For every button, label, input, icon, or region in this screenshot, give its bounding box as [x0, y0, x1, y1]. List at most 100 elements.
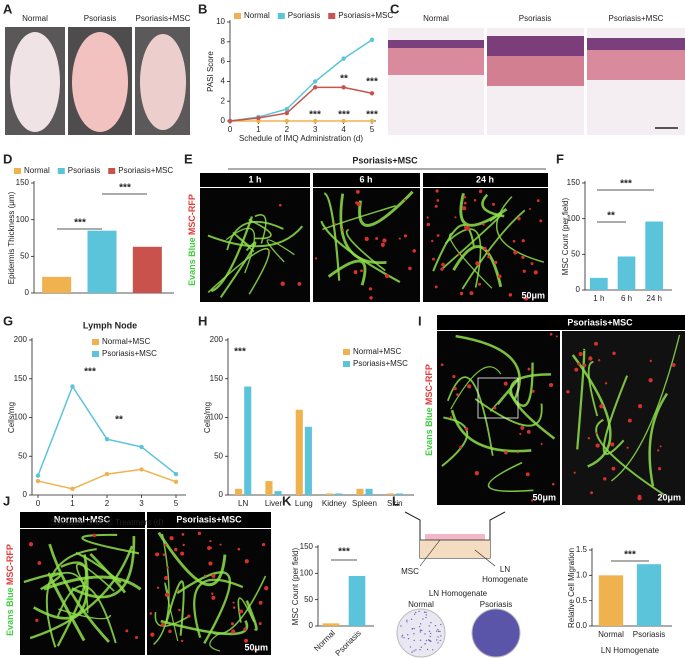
cell [463, 201, 467, 205]
series-line [37, 384, 177, 476]
cell [243, 627, 247, 631]
point [284, 110, 289, 116]
vessel [450, 366, 502, 410]
cell [483, 246, 487, 251]
legend-label: Normal [24, 166, 50, 175]
bar [304, 426, 312, 495]
panel-letter: K [282, 493, 292, 508]
cell [261, 543, 266, 547]
cell [594, 341, 598, 346]
vessel [461, 209, 526, 290]
cell [459, 291, 464, 296]
cell [403, 198, 407, 202]
vessel [474, 398, 543, 427]
cell [531, 389, 535, 393]
vessel [449, 232, 493, 289]
cell [203, 574, 206, 577]
vessel [323, 192, 341, 281]
cell [587, 437, 590, 440]
stain-dot [440, 635, 442, 637]
cell [457, 253, 461, 256]
cell [516, 451, 519, 454]
cell [314, 257, 318, 260]
cell [160, 622, 165, 627]
stain-dot [423, 611, 426, 613]
insert [425, 534, 485, 540]
stain-dot [437, 630, 440, 633]
cell [178, 608, 181, 612]
bar [386, 493, 394, 495]
point [369, 91, 375, 96]
header: Psoriasis+MSC [567, 317, 633, 327]
legend-swatch [92, 351, 99, 357]
cell [211, 592, 214, 595]
y-tick-label: 2 [221, 96, 226, 105]
bar [235, 488, 243, 495]
cell [533, 270, 538, 275]
vessel [32, 554, 89, 620]
stain-red: MSC-RFP [5, 544, 15, 585]
cell [432, 257, 435, 261]
cell [156, 586, 160, 590]
stain-dot [440, 623, 442, 626]
stain-dot [413, 650, 415, 652]
cell [211, 573, 216, 578]
point [104, 471, 110, 477]
panel-letter: F [556, 151, 564, 166]
y-tick-label: 0 [576, 285, 581, 294]
cell [492, 202, 495, 206]
panel-e: Psoriasis+MSC 1 h 6 h 24 h Evans Blue MS… [187, 155, 548, 286]
cell [671, 363, 676, 367]
cell [612, 351, 616, 356]
cell [462, 206, 467, 211]
cell [637, 404, 643, 409]
bar [645, 221, 664, 290]
significance: *** [338, 547, 350, 558]
vessel [450, 409, 532, 453]
cell [493, 406, 497, 410]
stain-dot [424, 633, 426, 635]
cell [209, 546, 213, 550]
panel-letter: H [198, 313, 207, 328]
stain-dot [425, 614, 428, 616]
y-tick-label: 100 [14, 413, 28, 422]
stain-label: Evans Blue MSC-RFP [5, 544, 15, 636]
y-tick-label: 0 [23, 490, 28, 499]
y-tick-label: 50 [214, 451, 223, 460]
y-tick-label: 10 [216, 17, 225, 26]
y-tick-label: 0 [25, 288, 30, 297]
column-bar [313, 173, 420, 187]
cell [463, 195, 467, 199]
series-line [229, 39, 373, 122]
stain-dot [409, 646, 412, 648]
stain-dot [437, 636, 439, 638]
stain-dot [439, 630, 441, 633]
cell [527, 367, 531, 371]
point [284, 106, 289, 112]
y-tick-label: 150 [16, 178, 30, 187]
y-tick-label: 150 [300, 542, 314, 551]
cell [459, 445, 462, 449]
x-tick-label: 6 h [621, 294, 632, 303]
stain-label: Evans Blue MSC-RFP [424, 364, 434, 456]
cell [37, 561, 42, 565]
cell [627, 418, 632, 423]
y-axis-label: Cells/mg [7, 402, 16, 433]
vessel [237, 597, 255, 623]
vessel [345, 228, 386, 272]
bar [348, 575, 366, 626]
column-label: 24 h [476, 174, 494, 184]
cell [403, 234, 408, 238]
bar [326, 493, 334, 495]
column-bar [200, 173, 310, 187]
micrograph [562, 331, 685, 505]
y-tick-label: 150 [210, 374, 224, 383]
cell [436, 234, 440, 237]
bar [322, 623, 340, 626]
legend-swatch [328, 13, 336, 19]
y-tick-label: 50 [304, 595, 313, 604]
x-tick-label: Kidney [322, 499, 346, 508]
x-axis-label: Schedule of MSC Treatment (d) [51, 518, 164, 527]
vessel [23, 572, 62, 591]
cell [232, 601, 235, 604]
